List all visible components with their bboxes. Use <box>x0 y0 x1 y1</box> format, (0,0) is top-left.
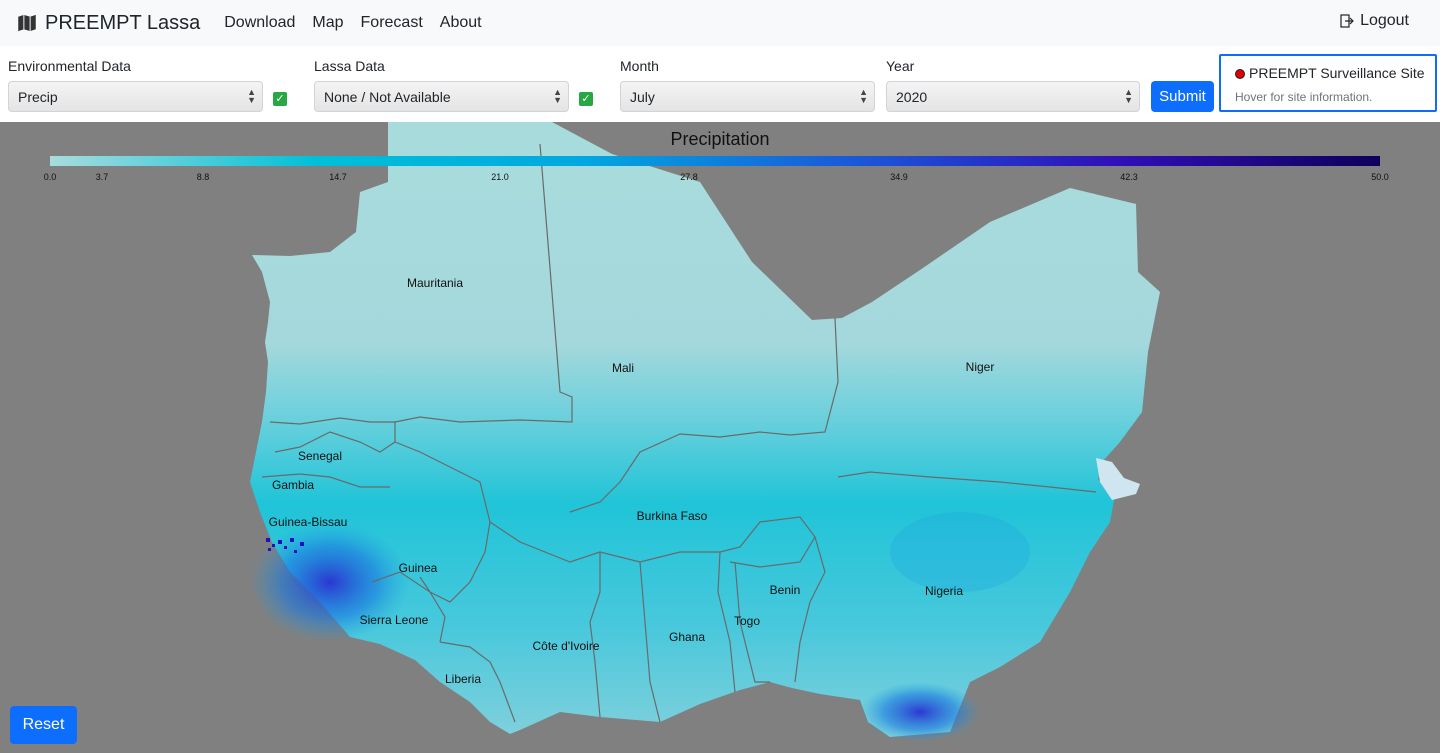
legend-hint: Hover for site information. <box>1235 90 1373 104</box>
select-arrows-icon: ▲ ▼ <box>1124 87 1133 105</box>
nav-forecast[interactable]: Forecast <box>360 14 423 31</box>
country-label-guinea: Guinea <box>398 561 438 575</box>
nav-map[interactable]: Map <box>312 14 344 31</box>
controls-bar: Environmental Data Precip ▲ ▼ ✓ Lassa Dat… <box>0 46 1440 122</box>
env-data-checkbox[interactable]: ✓ <box>273 92 287 106</box>
year-select[interactable]: 2020 ▲ ▼ <box>886 81 1140 112</box>
country-label-senegal: Senegal <box>297 449 343 463</box>
colorbar-tick: 34.9 <box>890 172 908 182</box>
nav-about[interactable]: About <box>439 14 482 31</box>
heavy-rain-zone-guinea-coast <box>250 522 410 642</box>
lassa-data-checkbox[interactable]: ✓ <box>579 92 593 106</box>
colorbar-tick: 21.0 <box>491 172 509 182</box>
ghana-togo-border <box>717 551 736 693</box>
year-label: Year <box>886 58 915 74</box>
map-canvas[interactable] <box>0 122 1440 753</box>
navbar: PREEMPT Lassa Download Map Forecast Abou… <box>0 0 1440 46</box>
surveillance-site-marker-icon <box>1235 69 1245 79</box>
colorbar-tick: 42.3 <box>1120 172 1138 182</box>
logout-label: Logout <box>1360 12 1409 29</box>
country-label-mauritania: Mauritania <box>406 276 464 290</box>
logout-icon <box>1340 14 1354 28</box>
month-value: July <box>630 89 655 105</box>
country-label-ghana: Ghana <box>668 630 706 644</box>
month-label: Month <box>620 58 659 74</box>
gambia-guinea-bissau-border <box>261 473 390 488</box>
lake-chad <box>1096 458 1140 500</box>
burkina-southern-border <box>599 516 816 568</box>
brand[interactable]: PREEMPT Lassa <box>17 12 200 35</box>
lassa-data-label: Lassa Data <box>314 58 385 74</box>
select-arrows-icon: ▲ ▼ <box>859 87 868 105</box>
colorbar-tick: 14.7 <box>329 172 347 182</box>
west-africa-landmass <box>250 122 1160 737</box>
mali-niger-burkina-border <box>569 317 839 513</box>
country-label-liberia: Liberia <box>444 672 482 686</box>
country-label-cote-divoire: Côte d'Ivoire <box>532 639 600 653</box>
liberia-border <box>439 641 516 723</box>
sierra-leone-border <box>371 571 446 643</box>
niger-nigeria-border <box>837 471 1097 493</box>
logout-button[interactable]: Logout <box>1340 12 1409 30</box>
heavy-rain-zone-niger-delta <box>860 682 980 742</box>
colorbar <box>50 156 1380 166</box>
mauritania-mali-border <box>394 143 573 423</box>
benin-nigeria-border <box>794 536 826 683</box>
env-data-value: Precip <box>18 89 58 105</box>
colorbar-tick: 27.8 <box>680 172 698 182</box>
nav-links: Download Map Forecast About <box>224 14 498 32</box>
country-label-nigeria: Nigeria <box>924 584 964 598</box>
year-value: 2020 <box>896 89 928 105</box>
country-label-burkina-faso: Burkina Faso <box>636 509 708 523</box>
country-label-niger: Niger <box>965 360 995 374</box>
map-view[interactable]: Precipitation 0.0 3.7 8.8 14.7 21.0 27.8… <box>0 122 1440 753</box>
country-label-benin: Benin <box>769 583 801 597</box>
select-arrows-icon: ▲ ▼ <box>553 87 562 105</box>
lassa-data-select[interactable]: None / Not Available ▲ ▼ <box>314 81 569 112</box>
env-data-label: Environmental Data <box>8 58 131 74</box>
legend-title: PREEMPT Surveillance Site <box>1249 65 1425 81</box>
colorbar-tick: 8.8 <box>196 172 210 182</box>
country-borders <box>261 143 1097 723</box>
colorbar-tick: 0.0 <box>43 172 57 182</box>
rain-zone-nigeria <box>890 512 1030 592</box>
togo-benin-border <box>734 561 770 683</box>
select-arrows-icon: ▲ ▼ <box>247 87 256 105</box>
lassa-data-value: None / Not Available <box>324 89 451 105</box>
submit-button[interactable]: Submit <box>1151 81 1214 112</box>
month-select[interactable]: July ▲ ▼ <box>620 81 875 112</box>
colorbar-title: Precipitation <box>670 129 770 149</box>
reset-button[interactable]: Reset <box>10 706 77 744</box>
ghana-western-border <box>639 561 661 723</box>
country-label-mali: Mali <box>611 361 635 375</box>
country-label-gambia: Gambia <box>271 478 315 492</box>
country-label-guinea-bissau: Guinea-Bissau <box>268 515 348 529</box>
guinea-border <box>394 441 491 603</box>
country-label-sierra-leone: Sierra Leone <box>359 613 429 627</box>
colorbar-tick: 3.7 <box>95 172 109 182</box>
colorbar-tick: 50.0 <box>1371 172 1389 182</box>
cote-divoire-border <box>489 521 601 718</box>
map-icon <box>18 14 36 32</box>
brand-title: PREEMPT Lassa <box>45 11 201 34</box>
country-label-togo: Togo <box>733 614 761 628</box>
heavy-rain-pixels <box>266 538 304 553</box>
site-legend: PREEMPT Surveillance Site Hover for site… <box>1219 54 1437 112</box>
env-data-select[interactable]: Precip ▲ ▼ <box>8 81 263 112</box>
nav-download[interactable]: Download <box>224 14 296 31</box>
